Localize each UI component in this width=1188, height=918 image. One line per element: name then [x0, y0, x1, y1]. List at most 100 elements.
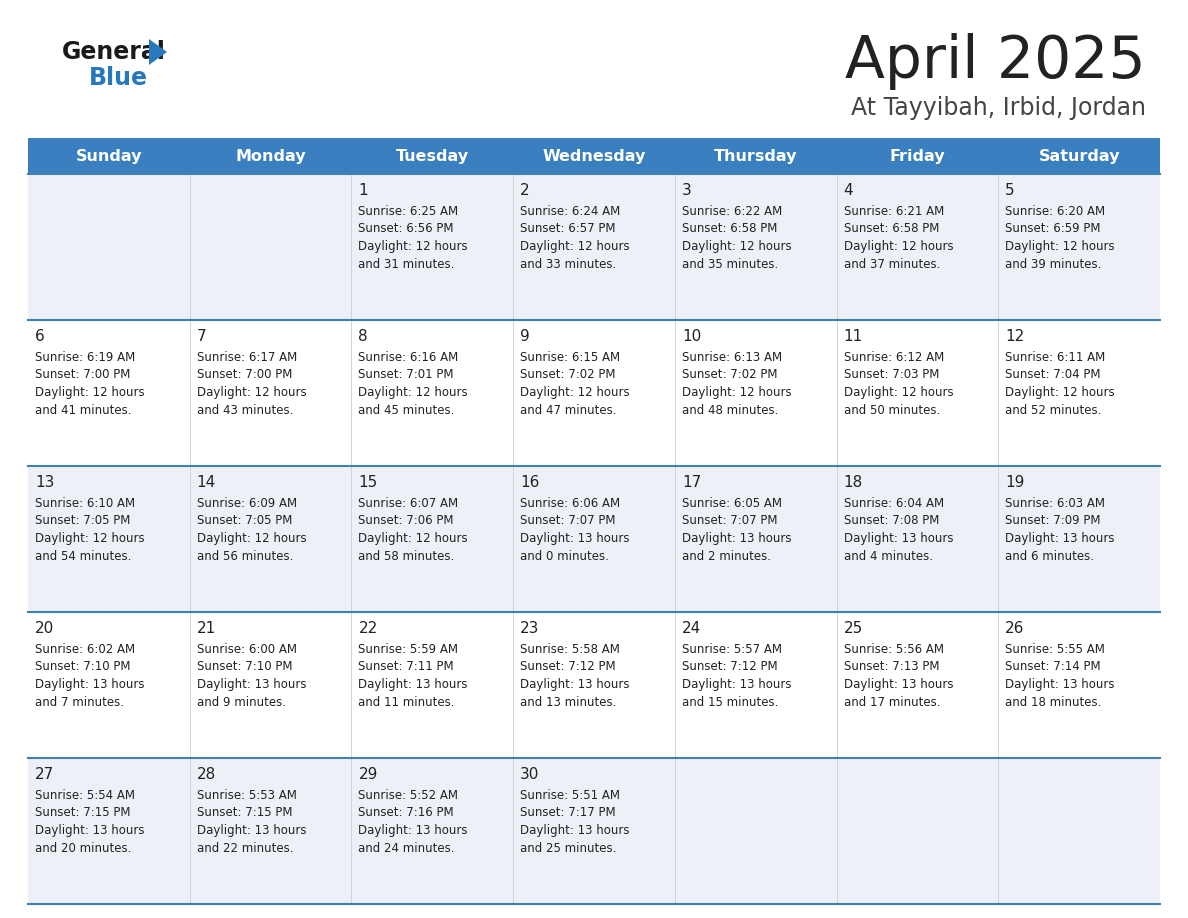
Text: 18: 18 [843, 475, 862, 490]
Text: Daylight: 13 hours: Daylight: 13 hours [34, 678, 145, 691]
Polygon shape [148, 39, 168, 65]
Text: Daylight: 12 hours: Daylight: 12 hours [197, 386, 307, 399]
Text: Sunrise: 6:25 AM: Sunrise: 6:25 AM [359, 205, 459, 218]
Text: Daylight: 12 hours: Daylight: 12 hours [682, 386, 791, 399]
Text: Sunrise: 5:59 AM: Sunrise: 5:59 AM [359, 643, 459, 656]
Text: 12: 12 [1005, 329, 1024, 344]
Text: Sunset: 7:00 PM: Sunset: 7:00 PM [197, 368, 292, 382]
Text: 16: 16 [520, 475, 539, 490]
Text: and 43 minutes.: and 43 minutes. [197, 404, 293, 417]
Text: 21: 21 [197, 621, 216, 636]
Text: Sunset: 7:01 PM: Sunset: 7:01 PM [359, 368, 454, 382]
Text: and 20 minutes.: and 20 minutes. [34, 842, 132, 855]
Bar [29, 320, 1159, 466]
Text: 19: 19 [1005, 475, 1025, 490]
Text: Sunset: 6:58 PM: Sunset: 6:58 PM [682, 222, 777, 236]
Text: and 7 minutes.: and 7 minutes. [34, 696, 124, 709]
Text: Sunrise: 6:13 AM: Sunrise: 6:13 AM [682, 351, 782, 364]
Text: and 50 minutes.: and 50 minutes. [843, 404, 940, 417]
Text: 23: 23 [520, 621, 539, 636]
Bar [29, 466, 1159, 612]
Text: Thursday: Thursday [714, 149, 797, 163]
Text: 14: 14 [197, 475, 216, 490]
Text: Sunset: 7:13 PM: Sunset: 7:13 PM [843, 660, 939, 674]
Text: Sunrise: 6:21 AM: Sunrise: 6:21 AM [843, 205, 943, 218]
Text: Sunrise: 6:11 AM: Sunrise: 6:11 AM [1005, 351, 1106, 364]
Text: Sunset: 7:10 PM: Sunset: 7:10 PM [34, 660, 131, 674]
Text: Sunrise: 6:24 AM: Sunrise: 6:24 AM [520, 205, 620, 218]
Text: Sunset: 7:12 PM: Sunset: 7:12 PM [682, 660, 777, 674]
Text: Sunset: 7:00 PM: Sunset: 7:00 PM [34, 368, 131, 382]
Text: Daylight: 13 hours: Daylight: 13 hours [843, 532, 953, 545]
Text: Blue: Blue [89, 66, 148, 90]
Text: Daylight: 13 hours: Daylight: 13 hours [682, 532, 791, 545]
Text: Sunrise: 6:09 AM: Sunrise: 6:09 AM [197, 497, 297, 510]
Text: Daylight: 13 hours: Daylight: 13 hours [359, 678, 468, 691]
Text: and 9 minutes.: and 9 minutes. [197, 696, 286, 709]
Text: 17: 17 [682, 475, 701, 490]
Text: Sunrise: 6:22 AM: Sunrise: 6:22 AM [682, 205, 782, 218]
Text: Sunset: 7:02 PM: Sunset: 7:02 PM [520, 368, 615, 382]
Text: Sunset: 7:12 PM: Sunset: 7:12 PM [520, 660, 615, 674]
Text: Sunset: 6:57 PM: Sunset: 6:57 PM [520, 222, 615, 236]
Text: and 33 minutes.: and 33 minutes. [520, 258, 617, 271]
Bar [29, 758, 1159, 904]
Text: Daylight: 13 hours: Daylight: 13 hours [197, 678, 307, 691]
Text: and 48 minutes.: and 48 minutes. [682, 404, 778, 417]
Text: Wednesday: Wednesday [542, 149, 646, 163]
Text: Sunrise: 5:56 AM: Sunrise: 5:56 AM [843, 643, 943, 656]
Text: Daylight: 12 hours: Daylight: 12 hours [520, 240, 630, 253]
Text: and 58 minutes.: and 58 minutes. [359, 550, 455, 563]
Text: Sunset: 7:14 PM: Sunset: 7:14 PM [1005, 660, 1101, 674]
Text: 3: 3 [682, 183, 691, 198]
Text: and 54 minutes.: and 54 minutes. [34, 550, 132, 563]
Text: Saturday: Saturday [1038, 149, 1120, 163]
Text: Daylight: 12 hours: Daylight: 12 hours [197, 532, 307, 545]
Text: Sunset: 7:11 PM: Sunset: 7:11 PM [359, 660, 454, 674]
Text: 27: 27 [34, 767, 55, 782]
Text: and 35 minutes.: and 35 minutes. [682, 258, 778, 271]
Text: Sunrise: 5:58 AM: Sunrise: 5:58 AM [520, 643, 620, 656]
Text: Daylight: 12 hours: Daylight: 12 hours [359, 240, 468, 253]
Text: Daylight: 12 hours: Daylight: 12 hours [682, 240, 791, 253]
Text: Sunrise: 5:53 AM: Sunrise: 5:53 AM [197, 789, 297, 802]
Text: and 37 minutes.: and 37 minutes. [843, 258, 940, 271]
Text: Sunrise: 6:03 AM: Sunrise: 6:03 AM [1005, 497, 1105, 510]
Text: Sunset: 7:17 PM: Sunset: 7:17 PM [520, 807, 615, 820]
Text: Daylight: 12 hours: Daylight: 12 hours [34, 532, 145, 545]
Bar [29, 138, 1159, 174]
Text: 20: 20 [34, 621, 55, 636]
Text: Sunrise: 6:00 AM: Sunrise: 6:00 AM [197, 643, 297, 656]
Text: Daylight: 12 hours: Daylight: 12 hours [843, 386, 953, 399]
Text: and 22 minutes.: and 22 minutes. [197, 842, 293, 855]
Text: Sunrise: 5:57 AM: Sunrise: 5:57 AM [682, 643, 782, 656]
Text: Daylight: 12 hours: Daylight: 12 hours [359, 532, 468, 545]
Text: Sunset: 7:15 PM: Sunset: 7:15 PM [34, 807, 131, 820]
Text: Sunrise: 6:15 AM: Sunrise: 6:15 AM [520, 351, 620, 364]
Text: and 52 minutes.: and 52 minutes. [1005, 404, 1101, 417]
Text: and 4 minutes.: and 4 minutes. [843, 550, 933, 563]
Text: 11: 11 [843, 329, 862, 344]
Text: Sunset: 6:56 PM: Sunset: 6:56 PM [359, 222, 454, 236]
Text: 4: 4 [843, 183, 853, 198]
Text: and 25 minutes.: and 25 minutes. [520, 842, 617, 855]
Text: 24: 24 [682, 621, 701, 636]
Text: Sunset: 7:07 PM: Sunset: 7:07 PM [682, 514, 777, 528]
Text: Sunset: 6:59 PM: Sunset: 6:59 PM [1005, 222, 1101, 236]
Text: and 24 minutes.: and 24 minutes. [359, 842, 455, 855]
Text: Sunset: 7:16 PM: Sunset: 7:16 PM [359, 807, 454, 820]
Text: Daylight: 13 hours: Daylight: 13 hours [520, 824, 630, 837]
Text: Daylight: 12 hours: Daylight: 12 hours [1005, 386, 1114, 399]
Text: 7: 7 [197, 329, 207, 344]
Text: April 2025: April 2025 [846, 33, 1146, 91]
Text: Sunset: 7:06 PM: Sunset: 7:06 PM [359, 514, 454, 528]
Text: 10: 10 [682, 329, 701, 344]
Text: Sunrise: 5:51 AM: Sunrise: 5:51 AM [520, 789, 620, 802]
Text: 2: 2 [520, 183, 530, 198]
Text: At Tayyibah, Irbid, Jordan: At Tayyibah, Irbid, Jordan [851, 96, 1146, 120]
Text: Sunrise: 5:52 AM: Sunrise: 5:52 AM [359, 789, 459, 802]
Text: Daylight: 12 hours: Daylight: 12 hours [34, 386, 145, 399]
Text: and 45 minutes.: and 45 minutes. [359, 404, 455, 417]
Text: 5: 5 [1005, 183, 1015, 198]
Text: Sunset: 7:10 PM: Sunset: 7:10 PM [197, 660, 292, 674]
